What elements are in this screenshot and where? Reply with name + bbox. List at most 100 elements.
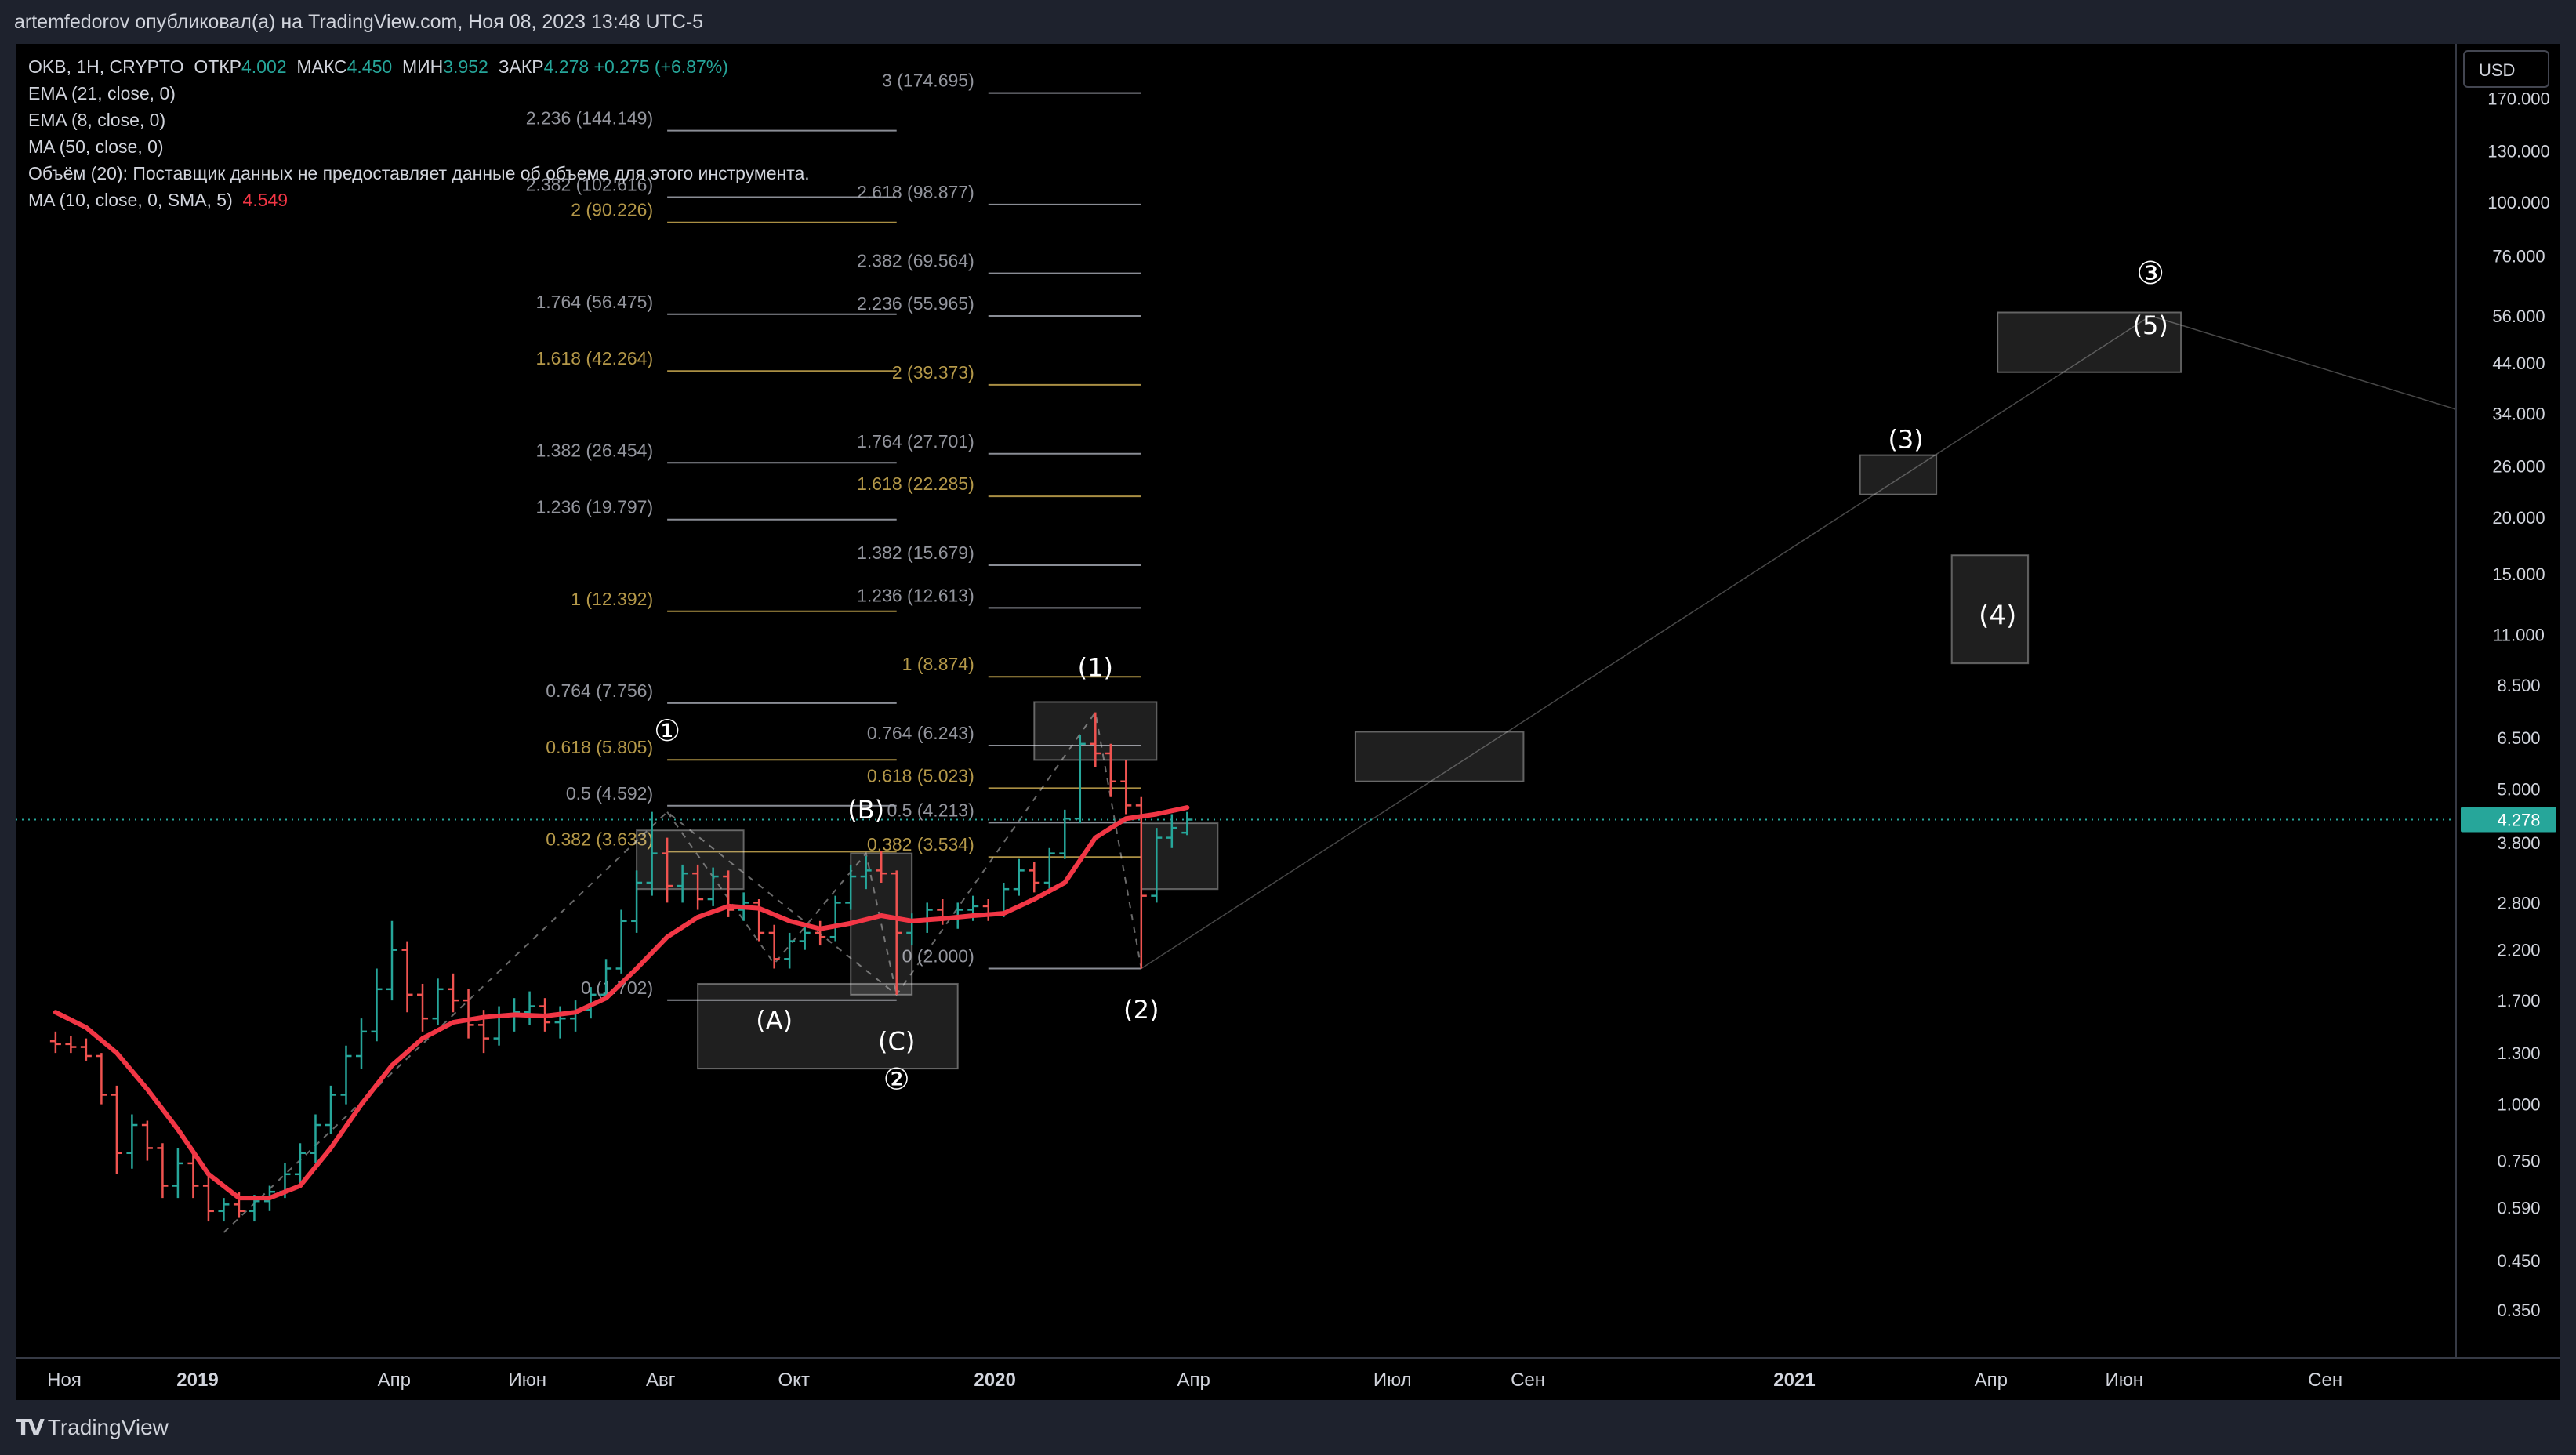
indicator-ema8[interactable]: EMA (8, close, 0): [28, 110, 166, 130]
wave-target-zone: [1997, 311, 2182, 373]
time-axis-tick: 2021: [1773, 1370, 1815, 1391]
wave-label: (B): [847, 795, 884, 825]
currency-button[interactable]: USD: [2463, 50, 2549, 88]
price-axis-tick: 2.200: [2497, 941, 2540, 960]
fib-level-label: 0.5 (4.213): [887, 800, 974, 820]
fib-level-label: 0.382 (3.534): [867, 834, 974, 854]
price-axis-tick: 0.590: [2497, 1199, 2540, 1218]
price-axis-tick: 76.000: [2492, 247, 2545, 267]
wave-label: (3): [1888, 425, 1923, 455]
symbol-name: OKB, 1Н, CRYPTO: [28, 56, 184, 77]
price-axis-tick: 56.000: [2492, 307, 2545, 326]
fib-level-label: 1.764 (56.475): [535, 292, 653, 312]
fib-level-label: 3 (174.695): [882, 71, 974, 91]
price-axis-tick: 15.000: [2492, 564, 2545, 584]
fib-level-label: 1 (8.874): [902, 654, 974, 674]
projection-line: [1141, 315, 2490, 970]
fib-level-label: 2 (90.226): [571, 200, 653, 220]
wave-label: ①: [654, 713, 680, 748]
symbol-row[interactable]: OKB, 1Н, CRYPTO ОТКР4.002 МАКС4.450 МИН3…: [28, 53, 810, 80]
price-axis-tick: 0.350: [2497, 1301, 2540, 1320]
wave-label: (1): [1078, 652, 1113, 682]
fib-level-label: 1.382 (26.454): [535, 440, 653, 460]
wave-target-zone: [1140, 822, 1219, 891]
wave-label: ②: [883, 1061, 910, 1096]
price-axis-tick: 6.500: [2497, 728, 2540, 748]
publisher-bar: artemfedorov опубликовал(а) на TradingVi…: [0, 0, 2576, 47]
wave-label: (A): [756, 1005, 793, 1035]
time-axis-area: [16, 1358, 2560, 1400]
fib-level-label: 1.236 (19.797): [535, 497, 653, 517]
chart-area[interactable]: 2.382 (102.616) 2.236 (144.149) 2 (90.226)…: [16, 44, 2560, 1400]
fib-level-label: 2.382 (69.564): [857, 251, 974, 271]
last-price-badge: [2461, 807, 2556, 833]
indicator-ma10[interactable]: MA (10, close, 0, SMA, 5) 4.549: [28, 187, 810, 213]
time-axis-tick: Сен: [2308, 1370, 2342, 1391]
wave-target-zone: [1859, 454, 1938, 495]
low-label: МИН: [401, 56, 444, 77]
wave-target-zone: [1950, 554, 2030, 665]
indicator-ema21[interactable]: EMA (21, close, 0): [28, 83, 176, 103]
price-axis-tick: 1.700: [2497, 991, 2540, 1011]
price-axis-tick: 170.000: [2487, 89, 2550, 108]
time-axis-tick: 2019: [176, 1370, 218, 1391]
fib-level-label: 1.764 (27.701): [857, 431, 974, 452]
price-axis-tick: 34.000: [2492, 405, 2545, 424]
close-label: ЗАКР: [498, 56, 544, 77]
fib-level-label: 2.236 (144.149): [526, 108, 653, 129]
wave-label: ③: [2136, 256, 2164, 292]
fib-level-label: 2.236 (55.965): [857, 293, 974, 314]
high-label: МАКС: [296, 56, 347, 77]
close-value: 4.278: [543, 56, 590, 77]
fib-level-label: 2 (39.373): [892, 362, 974, 383]
fib-level-label: 2.382 (102.616): [526, 175, 653, 195]
open-label: ОТКР: [194, 56, 242, 77]
indicator-ma50[interactable]: MA (50, close, 0): [28, 136, 164, 157]
publisher-line: artemfedorov опубликовал(а) на TradingVi…: [14, 11, 704, 33]
time-axis-tick: Сен: [1511, 1370, 1545, 1391]
time-axis-tick: Ноя: [47, 1370, 82, 1391]
wave-label: (C): [878, 1026, 915, 1056]
price-axis-tick: 1.300: [2497, 1043, 2540, 1063]
fib-level-label: 1.382 (15.679): [857, 542, 974, 563]
price-axis-tick: 130.000: [2487, 141, 2550, 161]
wave-target-zone: [1354, 731, 1525, 782]
price-axis-tick: 8.500: [2497, 676, 2540, 695]
wave-label: (2): [1123, 995, 1159, 1025]
wave-path-correction: [666, 811, 898, 996]
time-axis-tick: Апр: [1975, 1370, 2008, 1391]
price-chart[interactable]: 2.382 (102.616) 2.236 (144.149) 2 (90.226)…: [16, 44, 2560, 1400]
price-axis-tick: 44.000: [2492, 354, 2545, 373]
chart-background: [16, 44, 2560, 1400]
fib-level-label: 0.618 (5.023): [867, 765, 974, 786]
ma10-value: 4.549: [242, 190, 288, 210]
tradingview-brand: TradingView: [47, 1414, 169, 1439]
fib-level-label: 0.764 (6.243): [867, 723, 974, 743]
price-axis-tick: 0.450: [2497, 1251, 2540, 1271]
price-axis-tick: 26.000: [2492, 457, 2545, 477]
wave-target-zone: [697, 982, 959, 1070]
price-axis-tick: 100.000: [2487, 193, 2550, 212]
fib-level-label: 0.382 (3.633): [546, 829, 653, 849]
fib-level-label: 0.764 (7.756): [546, 680, 653, 701]
fib-level-label: 0 (2.000): [902, 945, 974, 966]
chart-legend: OKB, 1Н, CRYPTO ОТКР4.002 МАКС4.450 МИН3…: [28, 53, 810, 213]
price-axis-tick: 20.000: [2492, 508, 2545, 528]
price-axis-area: [2456, 44, 2560, 1400]
wave-label: (4): [1979, 600, 2016, 631]
tradingview-logo-icon: TV: [16, 1414, 45, 1440]
time-axis-tick: 2020: [974, 1370, 1015, 1391]
time-axis-tick: Июл: [1373, 1370, 1412, 1391]
time-axis-tick: Апр: [1177, 1370, 1210, 1391]
change-value: +0.275 (+6.87%): [593, 56, 728, 77]
open-value: 4.002: [241, 56, 287, 77]
price-axis-tick: 2.800: [2497, 893, 2540, 913]
tradingview-logo[interactable]: TV TradingView: [16, 1414, 169, 1440]
time-axis-tick: Авг: [646, 1370, 676, 1391]
footer-bar: [0, 1400, 2576, 1455]
fib-level-label: 1 (12.392): [571, 589, 653, 609]
time-axis-tick: Окт: [778, 1370, 810, 1391]
indicator-volume[interactable]: Объём (20): Поставщик данных не предоста…: [28, 163, 810, 183]
last-price-label: 4.278: [2497, 811, 2540, 830]
fib-level-label: 0.5 (4.592): [566, 783, 653, 804]
